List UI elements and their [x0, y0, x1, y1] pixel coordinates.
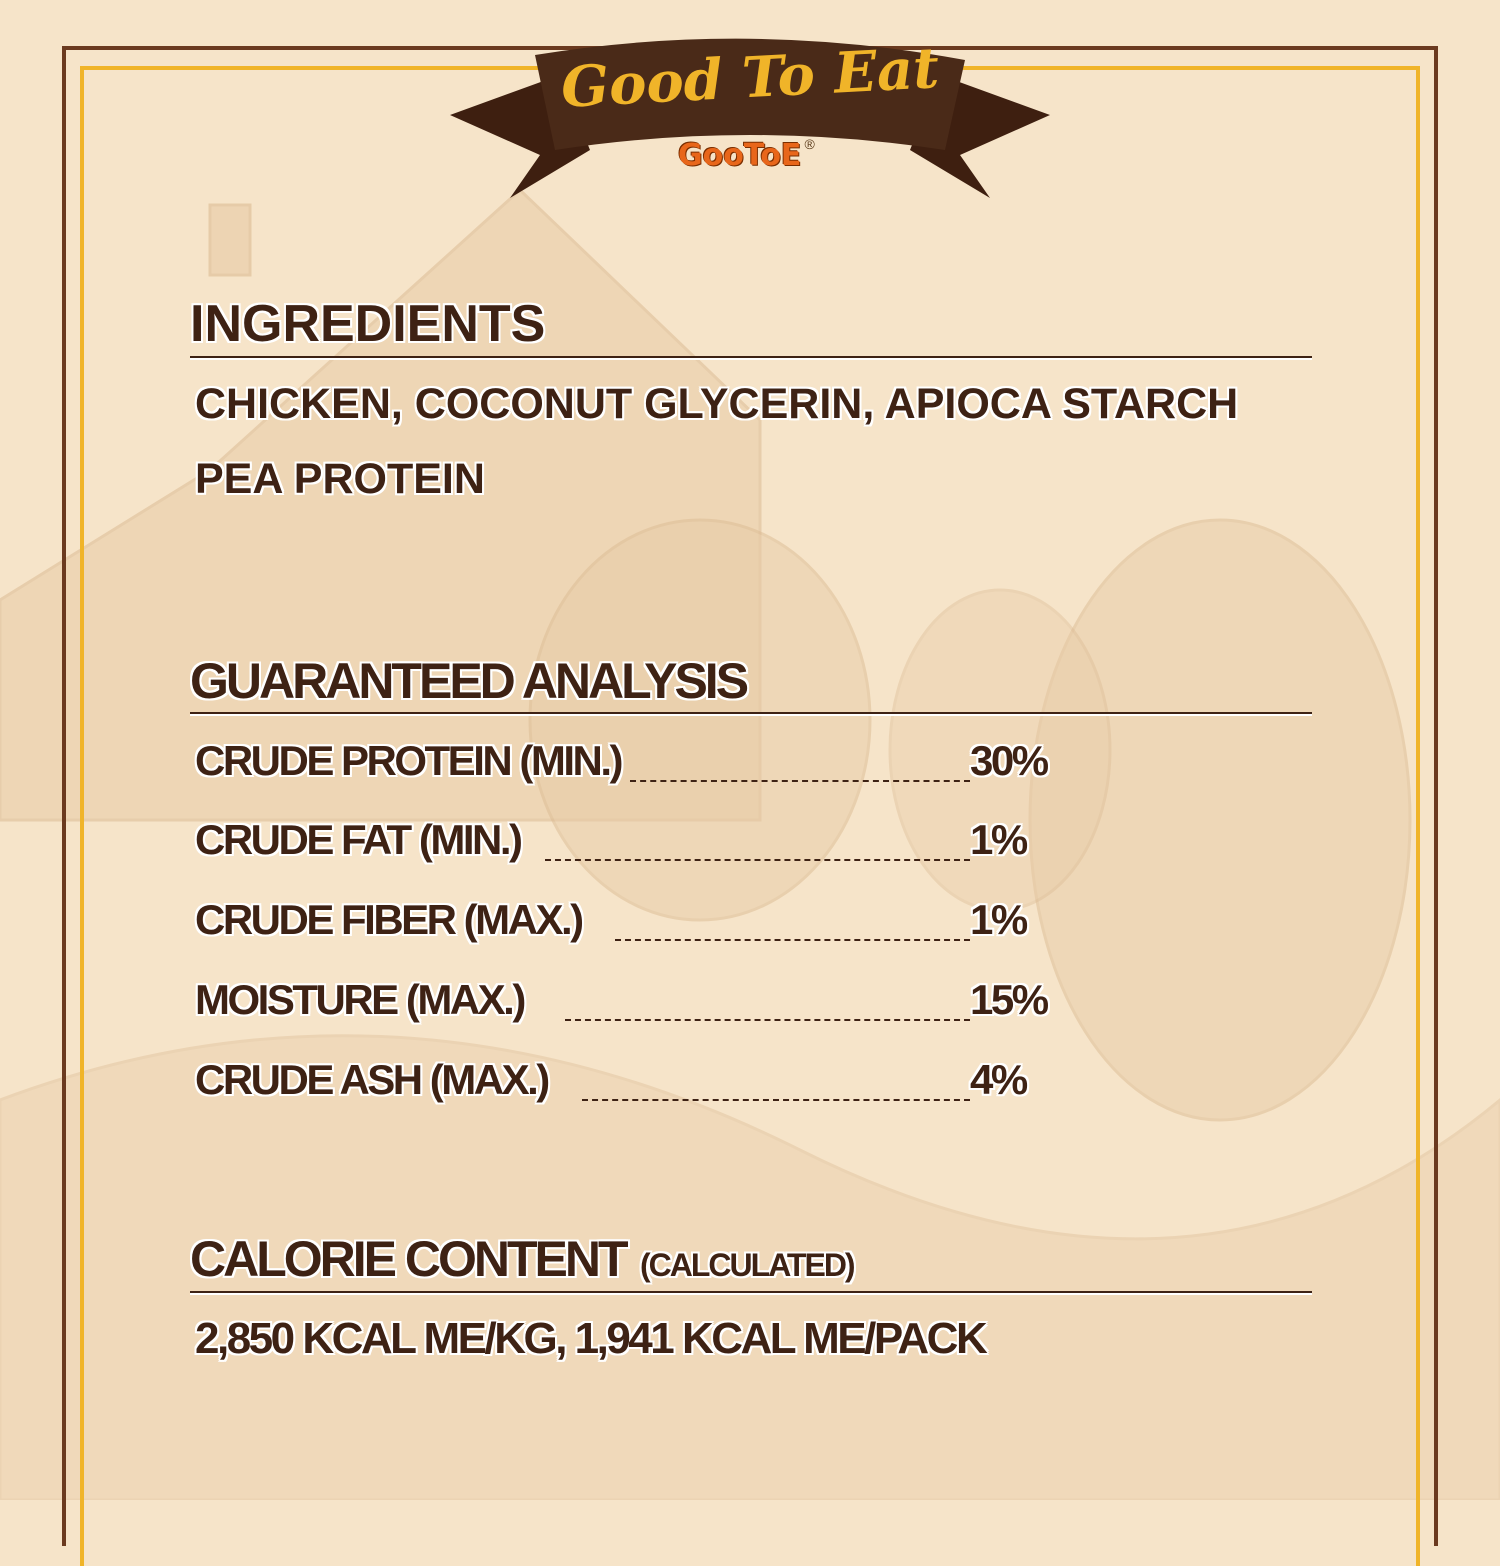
calorie-value: 2,850 KCAL ME/KG, 1,941 KCAL ME/PACK: [195, 1314, 988, 1363]
ingredients-rule: [190, 356, 1312, 358]
ribbon-banner: [450, 38, 1050, 198]
analysis-value: 1%: [970, 896, 1028, 943]
ingredients-line: PEA PROTEIN: [195, 455, 485, 503]
dotted-leader: [545, 859, 970, 861]
dotted-leader: [582, 1099, 970, 1101]
analysis-value: 4%: [970, 1056, 1028, 1103]
brand-logo-group: GooToE ®: [678, 136, 815, 176]
calorie-rule: [190, 1291, 1312, 1293]
analysis-value: 30%: [970, 737, 1049, 784]
dotted-leader: [565, 1019, 970, 1021]
analysis-value: 1%: [970, 816, 1028, 863]
analysis-heading: GUARANTEED ANALYSIS: [190, 653, 749, 709]
analysis-label: CRUDE PROTEIN (MIN.): [195, 737, 624, 784]
analysis-rule: [190, 712, 1312, 714]
calorie-heading: CALORIE CONTENT: [190, 1231, 629, 1287]
ingredients-heading: INGREDIENTS: [190, 295, 546, 353]
analysis-label: MOISTURE (MAX.): [195, 976, 526, 1023]
registered-mark: ®: [804, 136, 815, 152]
calorie-subheading: (CALCULATED): [640, 1247, 856, 1283]
calorie-heading-group: CALORIE CONTENT (CALCULATED): [190, 1230, 856, 1288]
ingredients-line: CHICKEN, COCONUT GLYCERIN, APIOCA STARCH: [195, 380, 1239, 428]
analysis-value: 15%: [970, 976, 1049, 1023]
farm-illustration-background: [0, 187, 1500, 1500]
analysis-label: CRUDE ASH (MAX.): [195, 1056, 550, 1103]
dotted-leader: [615, 939, 970, 941]
dotted-leader: [630, 780, 970, 782]
brand-logo: GooToE: [678, 138, 802, 173]
analysis-label: CRUDE FAT (MIN.): [195, 816, 523, 863]
analysis-label: CRUDE FIBER (MAX.): [195, 896, 584, 943]
